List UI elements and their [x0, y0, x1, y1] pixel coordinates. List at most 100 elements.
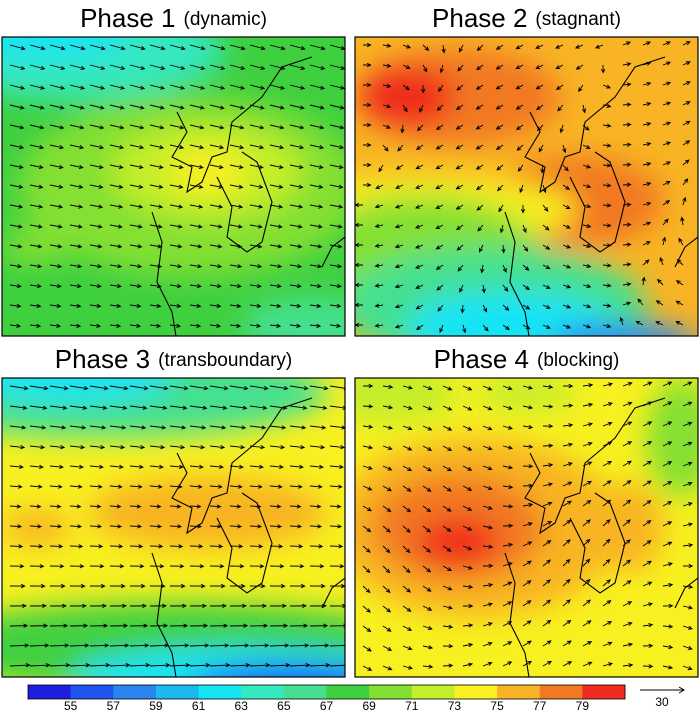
wind-vector [189, 184, 204, 189]
wind-vector [189, 264, 203, 269]
wind-vector [169, 244, 183, 249]
wind-vector [602, 323, 612, 329]
wind-vector [402, 64, 411, 69]
wind-vector [29, 244, 43, 249]
wind-vector [49, 623, 69, 628]
panel-title: Phase 3 (transboundary) [55, 344, 293, 374]
wind-vector [602, 579, 611, 587]
wind-vector [402, 385, 414, 390]
wind-vector [394, 304, 404, 309]
wind-vector [89, 504, 102, 509]
wind-vector [662, 461, 673, 467]
wind-vector [329, 84, 345, 90]
wind-vector [229, 603, 247, 609]
colorbar-box [369, 685, 413, 699]
colorbar-tick-label: 65 [277, 699, 291, 713]
wind-vector [682, 441, 693, 447]
wind-vector [602, 143, 612, 148]
wind-vector [382, 445, 393, 451]
wind-vector [49, 484, 63, 489]
coastline [151, 56, 345, 336]
wind-vector [542, 443, 554, 448]
wind-vector [289, 164, 304, 170]
wind-vector [442, 485, 452, 492]
wind-vector [462, 584, 474, 589]
wind-vector [622, 441, 633, 447]
wind-vector [402, 605, 412, 612]
wind-vector [502, 601, 513, 607]
wind-vector [89, 603, 107, 609]
wind-vector [129, 445, 146, 450]
wind-vector [229, 524, 243, 529]
wind-vector [229, 124, 245, 130]
wind-vector [69, 104, 85, 110]
wind-vector [622, 381, 633, 387]
wind-vector [69, 184, 84, 189]
wind-vector [109, 603, 127, 609]
wind-vector [169, 484, 183, 489]
wind-vector [382, 545, 391, 554]
wind-vector [462, 445, 473, 451]
wind-vector [9, 44, 26, 51]
wind-vector [522, 660, 533, 667]
colorbar-tick-label: 63 [235, 699, 249, 713]
wind-vector [442, 385, 453, 391]
wind-vector [642, 421, 653, 427]
wind-vector [662, 81, 672, 86]
wind-vector [562, 442, 574, 447]
wind-vector [382, 144, 389, 152]
wind-vector [477, 224, 484, 232]
wind-vector [309, 303, 322, 309]
wind-vector [562, 224, 571, 229]
wind-vector [109, 385, 129, 391]
wind-vector [662, 501, 673, 507]
wind-vector [169, 464, 184, 470]
wind-vector [496, 164, 504, 171]
wind-vector [682, 563, 694, 569]
wind-vector [602, 183, 612, 188]
wind-vector [69, 164, 84, 170]
wind-vector [435, 224, 444, 230]
wind-vector [329, 564, 345, 569]
wind-vector [542, 463, 554, 468]
wind-vector [89, 303, 102, 309]
colorbar-box [155, 685, 199, 699]
wind-vector [495, 104, 504, 110]
wind-vector [476, 204, 484, 211]
wind-vector [382, 63, 392, 68]
wind-vector [659, 256, 664, 266]
wind-vector [249, 104, 265, 110]
wind-vector [462, 525, 473, 531]
wind-vector [149, 44, 166, 51]
wind-vector [555, 64, 564, 70]
wind-vector [129, 224, 143, 229]
wind-vector [516, 144, 524, 151]
wind-vector [149, 104, 165, 110]
wind-vector [309, 504, 322, 509]
wind-vector [582, 203, 592, 209]
wind-vector [49, 44, 66, 51]
wind-vector [522, 385, 534, 390]
wind-vector [562, 383, 574, 389]
wind-vector [622, 222, 632, 227]
wind-vector [29, 583, 46, 589]
wind-vector [29, 564, 45, 569]
wind-vector [129, 544, 144, 549]
wind-vector [329, 104, 345, 110]
wind-vector [269, 264, 283, 269]
wind-vector [229, 184, 244, 189]
wind-vector [502, 425, 513, 430]
wind-vector [89, 204, 104, 209]
wind-vector [442, 525, 452, 532]
wind-vector [189, 484, 203, 489]
wind-vector [482, 544, 494, 549]
wind-vector [502, 264, 507, 273]
wind-vector [642, 581, 653, 587]
wind-vector [535, 84, 544, 90]
wind-vector [309, 464, 324, 470]
wind-vector [269, 244, 283, 249]
wind-vector [249, 184, 264, 189]
wind-vector [309, 643, 330, 648]
wind-vector [416, 324, 424, 331]
wind-vector [421, 84, 426, 94]
